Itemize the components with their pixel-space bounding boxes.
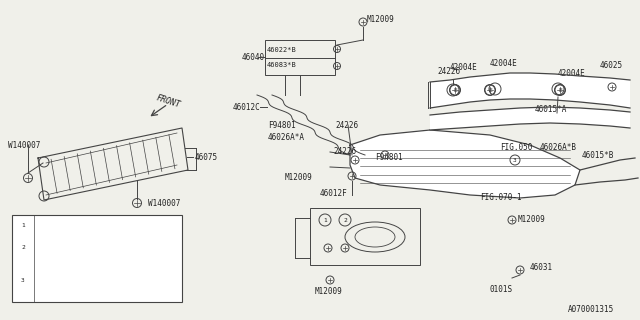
Text: 46022*A: 46022*A xyxy=(38,221,70,230)
FancyBboxPatch shape xyxy=(310,208,420,265)
Text: E: E xyxy=(488,87,492,92)
Text: 2: 2 xyxy=(343,218,347,222)
Text: 46083*B: 46083*B xyxy=(267,62,297,68)
Text: M12009: M12009 xyxy=(284,173,312,182)
Text: W140007: W140007 xyxy=(148,198,180,207)
Text: 3: 3 xyxy=(21,278,25,283)
Text: 46025: 46025 xyxy=(600,60,623,69)
Text: E: E xyxy=(558,87,562,92)
FancyBboxPatch shape xyxy=(265,40,335,75)
Text: 42004E: 42004E xyxy=(490,59,518,68)
Text: 2: 2 xyxy=(21,245,25,250)
Text: FRONT: FRONT xyxy=(155,93,182,109)
Text: A070001315: A070001315 xyxy=(568,306,614,315)
Text: 24226: 24226 xyxy=(437,68,460,76)
Text: E: E xyxy=(453,87,457,92)
Text: FIG.070-1: FIG.070-1 xyxy=(480,194,522,203)
Text: M12009: M12009 xyxy=(518,215,546,225)
Polygon shape xyxy=(350,130,580,198)
Text: 1: 1 xyxy=(323,218,327,222)
Text: 3: 3 xyxy=(513,157,517,163)
Text: 42004E: 42004E xyxy=(450,63,477,73)
Text: M12009: M12009 xyxy=(315,287,343,297)
Text: 46026A*A: 46026A*A xyxy=(268,132,305,141)
Text: FIG.050: FIG.050 xyxy=(500,143,532,153)
Text: 42004E: 42004E xyxy=(558,68,586,77)
Text: M12009: M12009 xyxy=(367,15,395,25)
Text: 46040: 46040 xyxy=(242,52,265,61)
Text: 24226: 24226 xyxy=(334,148,357,156)
Text: 46012C: 46012C xyxy=(233,102,260,111)
Text: 1: 1 xyxy=(21,223,25,228)
Text: 0101S: 0101S xyxy=(490,285,513,294)
Text: 46022*B: 46022*B xyxy=(267,47,297,53)
Text: 46012F: 46012F xyxy=(320,188,348,197)
Text: 46083*A: 46083*A xyxy=(38,243,70,252)
Text: F94801: F94801 xyxy=(268,121,296,130)
Text: 46031: 46031 xyxy=(530,263,553,273)
Text: 46026A*B: 46026A*B xyxy=(540,143,577,153)
Polygon shape xyxy=(430,107,630,130)
Text: 46015*A: 46015*A xyxy=(535,106,568,115)
Polygon shape xyxy=(430,73,630,108)
Text: F98402('13MY1204-): F98402('13MY1204-) xyxy=(38,288,115,294)
Text: F9841  (-'13MY1204): F9841 (-'13MY1204) xyxy=(38,266,119,273)
FancyBboxPatch shape xyxy=(12,215,182,302)
Text: 46075: 46075 xyxy=(195,153,218,162)
Text: F94801: F94801 xyxy=(375,153,403,162)
Text: W140007: W140007 xyxy=(8,140,40,149)
Text: 24226: 24226 xyxy=(335,121,358,130)
Text: 46015*B: 46015*B xyxy=(582,150,614,159)
